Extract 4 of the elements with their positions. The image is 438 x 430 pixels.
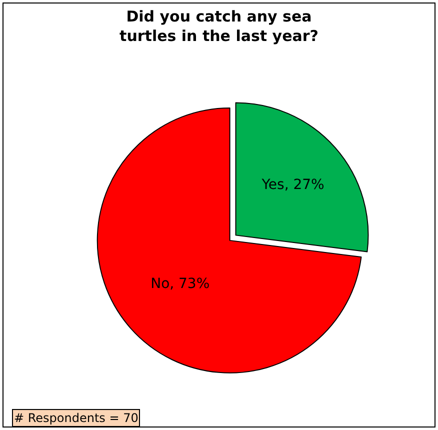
text: # Respondents = 70	[14, 411, 138, 425]
slice-label: Yes, 27%	[260, 177, 324, 194]
slice-label: No, 73%	[150, 276, 210, 292]
chart-title: Did you catch any sea turtles in the last year?	[120, 8, 318, 45]
